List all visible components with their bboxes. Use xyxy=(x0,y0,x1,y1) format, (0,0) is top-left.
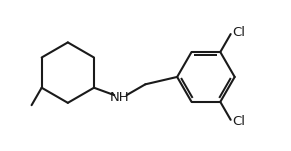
Text: Cl: Cl xyxy=(232,26,245,39)
Text: Cl: Cl xyxy=(232,115,245,128)
Text: NH: NH xyxy=(110,91,129,104)
